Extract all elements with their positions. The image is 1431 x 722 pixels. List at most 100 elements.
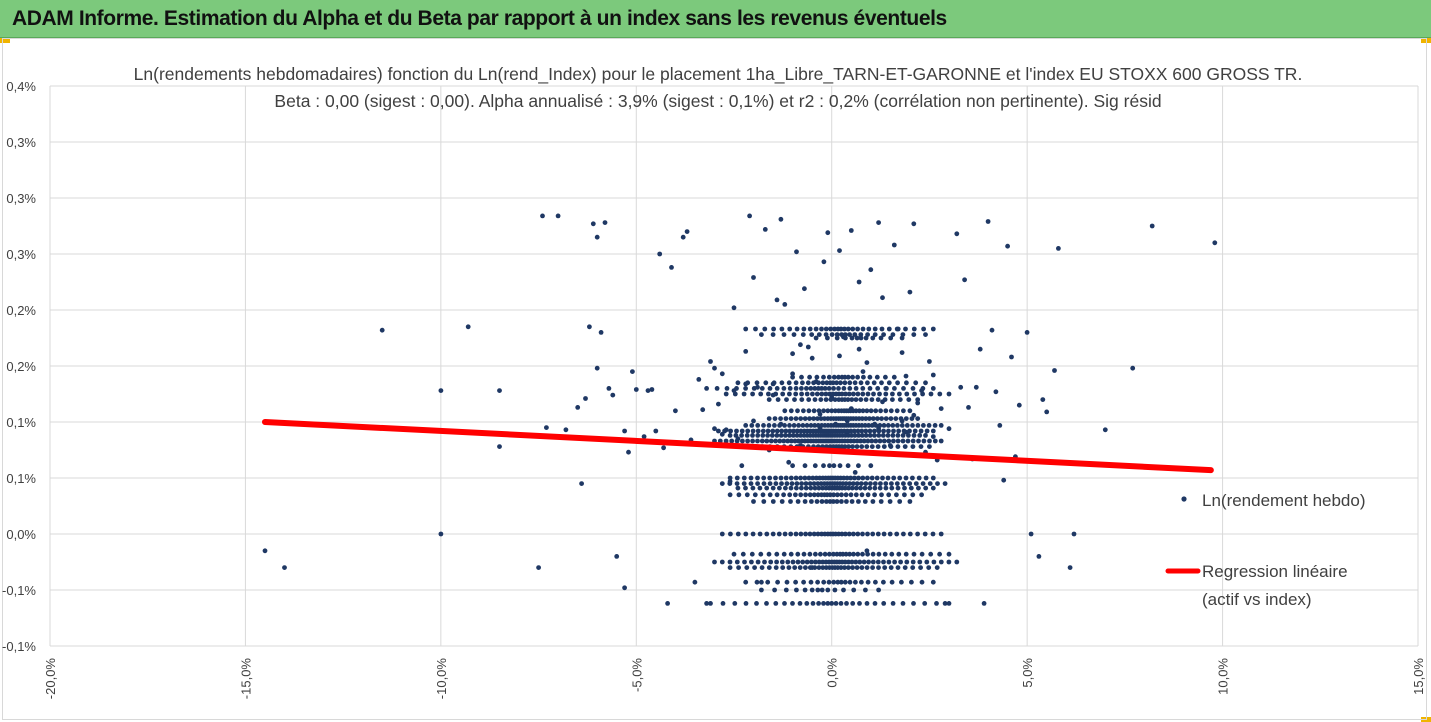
data-point [885, 475, 891, 481]
data-point [727, 565, 733, 570]
data-point [867, 433, 873, 438]
data-point [781, 332, 787, 337]
data-point [891, 242, 897, 248]
data-point [909, 579, 914, 585]
data-point [641, 434, 647, 439]
data-point [610, 392, 616, 398]
data-point [889, 579, 895, 585]
data-point [891, 374, 897, 380]
data-point [633, 387, 639, 392]
data-point [735, 380, 741, 386]
data-point [828, 326, 834, 332]
data-point [836, 374, 841, 380]
data-point [839, 499, 844, 504]
data-point [861, 559, 867, 565]
data-point [882, 551, 888, 557]
data-point [846, 565, 851, 570]
y-tick-label: 0,3% [6, 191, 36, 206]
data-point [906, 397, 912, 402]
data-point [821, 259, 827, 265]
data-point [977, 346, 983, 352]
data-point [868, 408, 874, 414]
data-point [946, 551, 952, 557]
data-point [872, 485, 878, 491]
data-point [741, 475, 747, 481]
data-point [847, 380, 853, 386]
y-tick-label: -0,1% [2, 583, 36, 598]
data-point [594, 365, 600, 371]
legend-marker-scatter [1181, 496, 1187, 502]
data-point [774, 559, 779, 565]
data-point [841, 386, 847, 391]
data-point [742, 559, 747, 565]
data-point [816, 408, 822, 414]
data-point [772, 423, 777, 428]
data-point [821, 463, 826, 469]
data-point [759, 565, 765, 570]
data-point [783, 587, 789, 593]
data-point [760, 433, 766, 438]
data-point [680, 234, 686, 240]
data-point [905, 438, 911, 444]
data-point [773, 391, 779, 397]
data-point [930, 326, 936, 332]
data-point [771, 380, 777, 386]
data-point [842, 374, 848, 380]
data-point [870, 565, 875, 570]
data-point [930, 434, 936, 439]
data-point [849, 335, 855, 341]
y-tick-label: 0,2% [6, 303, 36, 318]
data-point [793, 531, 799, 537]
data-point [821, 408, 826, 414]
data-point [872, 433, 877, 438]
data-point [767, 475, 773, 481]
data-point [700, 407, 706, 413]
data-point [745, 380, 751, 386]
data-point [863, 397, 869, 402]
data-point [812, 565, 818, 570]
data-point [794, 485, 799, 491]
data-point [902, 485, 907, 491]
data-point [862, 499, 868, 504]
data-point [795, 499, 801, 504]
data-point [801, 408, 806, 414]
data-point [897, 397, 903, 402]
data-point [900, 433, 906, 438]
data-point [921, 438, 927, 444]
data-point [803, 531, 808, 537]
data-point [860, 551, 865, 557]
data-point [555, 213, 561, 219]
data-point [808, 386, 814, 391]
data-point [873, 438, 879, 444]
data-point [903, 475, 909, 481]
data-point [727, 492, 733, 498]
y-tick-label: 0,1% [6, 415, 36, 430]
data-point [796, 423, 801, 428]
data-point [727, 475, 733, 481]
data-point [750, 433, 755, 438]
data-point [849, 397, 855, 402]
data-point [881, 559, 886, 565]
data-point [805, 380, 811, 386]
data-point [734, 386, 739, 391]
chart-title-line1: Ln(rendements hebdomadaires) fonction du… [134, 64, 1303, 85]
data-point [865, 391, 871, 397]
data-point [826, 374, 832, 380]
data-point [846, 444, 851, 449]
data-point [843, 551, 849, 557]
data-point [859, 492, 865, 498]
x-tick-label: -20,0% [43, 658, 58, 700]
data-point [811, 531, 817, 537]
data-point [843, 492, 849, 498]
data-point [743, 326, 749, 332]
data-point [843, 335, 848, 341]
data-point [910, 423, 915, 428]
data-point [804, 559, 810, 565]
data-point [775, 397, 781, 402]
data-point [901, 481, 906, 486]
data-point [810, 391, 815, 397]
data-point [764, 601, 769, 606]
data-point [811, 481, 817, 486]
data-point [830, 499, 836, 504]
data-point [848, 475, 853, 481]
